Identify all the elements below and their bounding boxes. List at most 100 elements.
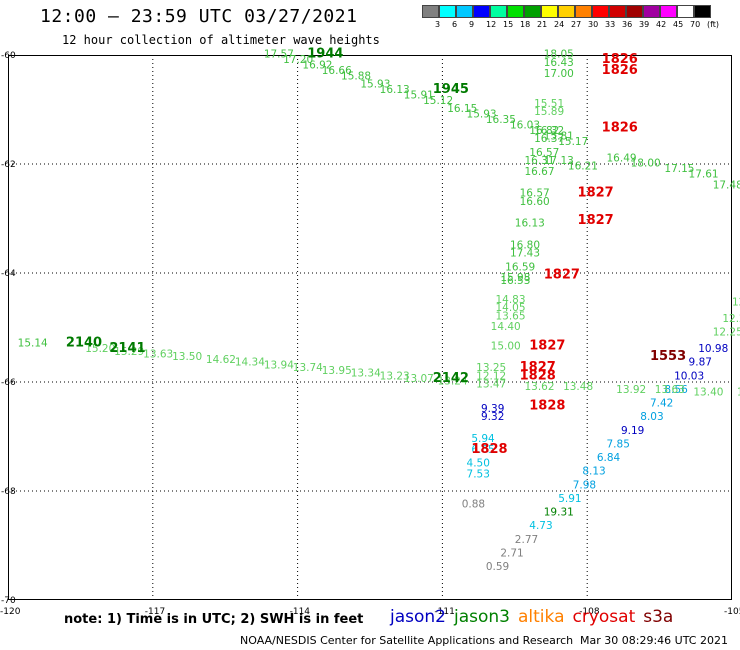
legend-swatch <box>473 5 490 18</box>
legend-label: 6 <box>452 20 458 29</box>
wave-height-value: 17.43 <box>510 248 540 260</box>
legend-label: 70 <box>690 20 701 29</box>
wave-height-value: 15.00 <box>491 340 521 352</box>
wave-height-value: 15.51 <box>534 98 564 110</box>
wave-height-value: 13.40 <box>693 387 723 399</box>
wave-height-value: 13.24 <box>438 376 468 388</box>
wave-height-value: 12.12 <box>476 370 506 382</box>
track-time-label: 1828 <box>471 442 507 457</box>
legend-label: 33 <box>605 20 616 29</box>
track-time-label: 2141 <box>109 341 145 356</box>
wave-height-value: 13.70 <box>737 387 740 399</box>
wave-height-value: 12.25 <box>713 327 740 339</box>
wave-height-value: 2.77 <box>515 534 538 546</box>
legend-swatch <box>507 5 524 18</box>
page-subtitle: 12 hour collection of altimeter wave hei… <box>62 33 380 47</box>
wave-height-value: 2.71 <box>500 547 523 559</box>
wave-height-value: 13.48 <box>563 381 593 393</box>
lon-tick-label: -114 <box>290 607 311 617</box>
lon-tick-label: -105 <box>724 607 740 617</box>
wave-height-value: 0.59 <box>486 561 509 573</box>
wave-height-value: 16.80 <box>510 239 540 251</box>
wave-height-value: 10.03 <box>674 370 704 382</box>
lon-tick-label: -120 <box>0 607 21 617</box>
wave-height-value: 16.35 <box>486 114 516 126</box>
legend-swatch <box>626 5 643 18</box>
wave-height-value: 6.84 <box>597 452 621 464</box>
wave-height-value: 14.40 <box>491 321 521 333</box>
legend-swatch <box>422 5 439 18</box>
wave-height-value: 16.82 <box>529 125 559 137</box>
wave-height-value: 15.93 <box>467 109 497 121</box>
wave-height-value: 16.60 <box>520 196 550 208</box>
wave-height-value: 10.98 <box>698 343 728 355</box>
wave-height-value: 19.31 <box>544 507 574 519</box>
wave-height-value: 16.57 <box>520 188 550 200</box>
wave-height-value: 0.88 <box>462 498 485 510</box>
legend-swatch <box>524 5 541 18</box>
lon-tick-label: -117 <box>145 607 165 617</box>
wave-height-value: 14.83 <box>495 294 525 306</box>
wave-height-value: 17.61 <box>689 169 719 181</box>
legend-label: 42 <box>656 20 667 29</box>
wave-height-value: 15.29 <box>114 346 144 358</box>
satellite-jason2: jason2 <box>390 607 446 627</box>
track-time-label: 1827 <box>578 213 614 228</box>
wave-height-value: 17.13 <box>544 155 574 167</box>
track-time-label: 1827 <box>578 186 614 201</box>
satellite-altika: altika <box>518 607 565 627</box>
legend-label: 39 <box>639 20 650 29</box>
wave-height-value: 16.57 <box>529 147 559 159</box>
wave-height-value: 13.62 <box>524 381 554 393</box>
wave-height-value: 15.14 <box>18 338 48 350</box>
track-time-label: 1827 <box>529 338 565 353</box>
legend-label: 36 <box>622 20 633 29</box>
legend-labels: 3 6 9 12 15 18 21 24 27 30 33 36 39 42 45 70 (ft) <box>422 18 719 30</box>
track-time-label: 1828 <box>529 398 565 413</box>
wave-height-value: 17.15 <box>664 163 694 175</box>
legend-swatch <box>609 5 626 18</box>
track-time-label: 1944 <box>307 47 343 62</box>
satellite-legend: jason2 jason3 altika cryosat s3a <box>390 607 681 627</box>
footer-timestamp: Mar 30 08:29:46 UTC 2021 <box>580 634 728 647</box>
legend-label: 9 <box>469 20 475 29</box>
satellite-jason3: jason3 <box>454 607 510 627</box>
lon-tick-label: -111 <box>434 607 454 617</box>
wave-height-value: 14.62 <box>206 354 236 366</box>
wave-height-value: 7.85 <box>607 438 630 450</box>
legend-label: 12 <box>486 20 497 29</box>
footer-credit: NOAA/NESDIS Center for Satellite Applica… <box>240 634 574 647</box>
wave-height-value: 6.65 <box>471 444 494 456</box>
wave-height-value: 15.12 <box>423 95 453 107</box>
legend-swatch <box>439 5 456 18</box>
wave-height-value: 16.13 <box>515 218 545 230</box>
wave-height-value: 5.94 <box>471 433 495 445</box>
track-time-label: 2142 <box>433 371 469 386</box>
track-time-label: 1553 <box>650 349 686 364</box>
track-time-label: 2140 <box>66 336 102 351</box>
map-frame <box>8 55 732 600</box>
wave-height-value: 13.63 <box>655 384 685 396</box>
legend-swatch <box>575 5 592 18</box>
wave-height-value: 15.93 <box>360 79 390 91</box>
wave-height-value: 13.23 <box>380 370 410 382</box>
wave-height-value: 14.34 <box>235 357 265 369</box>
wave-height-value: 15.98 <box>500 272 530 284</box>
legend-label: 45 <box>673 20 684 29</box>
color-legend: 3 6 9 12 15 18 21 24 27 30 33 36 39 42 45 70 (ft) <box>422 5 719 30</box>
wave-height-value: 16.53 <box>500 275 530 287</box>
wave-height-value: 5.91 <box>558 493 581 505</box>
wave-height-value: 8.13 <box>582 466 605 478</box>
wave-height-value: 15.20 <box>85 343 115 355</box>
wave-height-value: 8.03 <box>640 411 663 423</box>
legend-label: 27 <box>571 20 582 29</box>
page-title: 12:00 — 23:59 UTC 03/27/2021 <box>40 6 358 27</box>
track-time-label: 1828 <box>520 368 556 383</box>
wave-height-value: 13.65 <box>495 310 525 322</box>
wave-height-value: 4.73 <box>529 520 552 532</box>
wave-height-value: 16.13 <box>380 84 410 96</box>
wave-height-value: 16.66 <box>322 65 352 77</box>
legend-label: 18 <box>520 20 531 29</box>
wave-height-value: 16.59 <box>505 261 535 273</box>
